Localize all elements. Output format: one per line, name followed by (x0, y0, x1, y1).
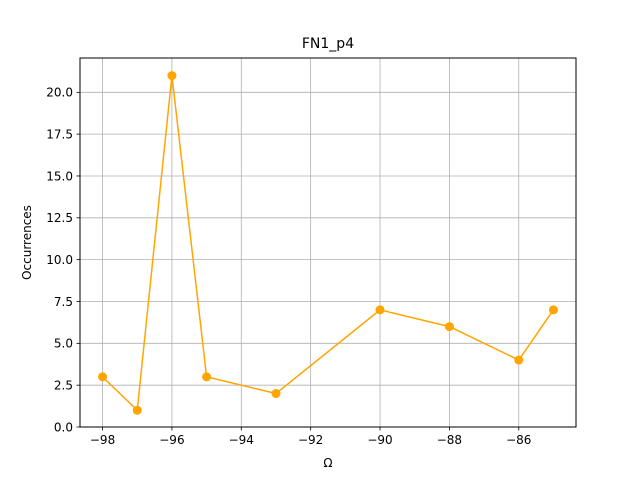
x-tick-label: −96 (159, 433, 184, 447)
y-tick-label: 7.5 (54, 295, 73, 309)
y-tick-label: 5.0 (54, 337, 73, 351)
data-point (167, 71, 177, 81)
y-tick-label: 2.5 (54, 378, 73, 392)
y-axis-label: Occurrences (20, 205, 34, 280)
y-tick-label: 10.0 (46, 253, 73, 267)
series-layer (98, 71, 558, 415)
grid (80, 58, 576, 428)
data-point (514, 355, 524, 365)
data-point (375, 305, 385, 315)
axis-ticks: −98 −96 −94 −92 −90 −88 −86 0.0 2.5 5.0 7.5 10.0 12.… (46, 86, 531, 447)
x-tick-label: −94 (229, 433, 254, 447)
data-point (271, 389, 281, 399)
x-axis-label: Ω (323, 456, 332, 470)
plot-frame (79, 57, 577, 428)
x-tick-label: −92 (298, 433, 323, 447)
data-point (98, 372, 108, 382)
data-point (132, 405, 142, 415)
y-tick-label: 0.0 (54, 420, 73, 434)
chart-title: FN1_p4 (302, 36, 354, 52)
data-point (444, 322, 454, 332)
data-point (548, 305, 558, 315)
x-tick-label: −86 (506, 433, 531, 447)
x-tick-label: −88 (437, 433, 462, 447)
x-tick-label: −90 (367, 433, 392, 447)
data-point (202, 372, 212, 382)
x-tick-label: −98 (90, 433, 115, 447)
y-tick-label: 20.0 (46, 86, 73, 100)
y-tick-label: 15.0 (46, 169, 73, 183)
y-tick-label: 17.5 (46, 127, 73, 141)
y-tick-label: 12.5 (46, 211, 73, 225)
